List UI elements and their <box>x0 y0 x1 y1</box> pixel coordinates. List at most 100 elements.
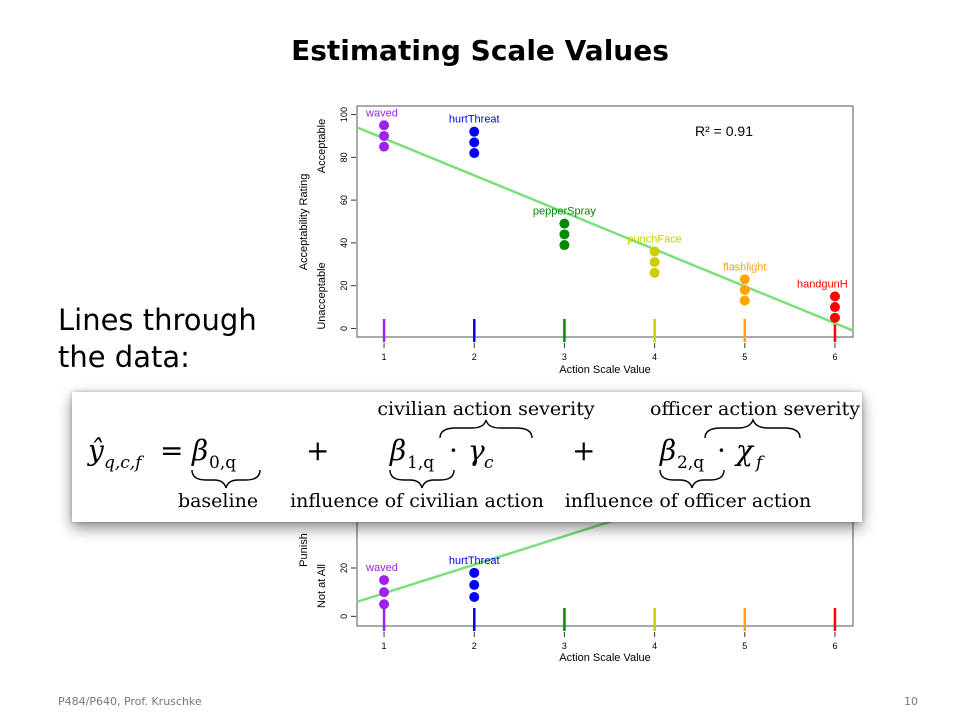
data-point <box>829 312 840 323</box>
x-tick-label: 1 <box>382 352 387 362</box>
dot-2: · <box>717 434 726 467</box>
regression-equation: civilian action severity officer action … <box>86 398 860 512</box>
data-point <box>829 291 840 302</box>
series-label: hurtThreat <box>449 555 500 567</box>
series-label: punchFace <box>627 233 681 245</box>
data-point <box>739 274 750 285</box>
y-tick-label: 20 <box>339 563 349 573</box>
series-label: handgunH <box>797 278 848 290</box>
officer-severity-label: officer action severity <box>650 398 860 420</box>
series-label: flashlight <box>723 261 766 273</box>
data-point <box>559 229 570 240</box>
footer-course: P484/P640, Prof. Kruschke <box>58 695 202 708</box>
data-point <box>469 592 480 602</box>
data-point <box>469 126 480 137</box>
data-point <box>649 257 660 268</box>
data-point <box>379 130 390 141</box>
data-point <box>469 579 480 590</box>
x-tick-label: 3 <box>562 352 567 362</box>
gamma-subscript: c <box>484 453 494 473</box>
punish-chart: 1 2 3 4 5 6 0 20 waved hurtThreat Action Scale V… <box>298 520 854 664</box>
slide-title: Estimating Scale Values <box>291 34 669 67</box>
data-point <box>379 599 390 610</box>
gamma-symbol: γ <box>468 434 485 467</box>
officer-influence-label: influence of officer action <box>565 490 812 512</box>
civilian-influence-underbrace <box>389 469 455 489</box>
officer-influence-underbrace <box>659 469 725 489</box>
data-point <box>469 137 480 148</box>
y-axis-low-label: Unacceptable <box>316 262 328 329</box>
beta0-subscript: 0,q <box>209 453 236 473</box>
baseline-label: baseline <box>178 490 258 512</box>
data-point <box>559 218 570 229</box>
data-point <box>379 587 390 598</box>
chi-symbol: χ <box>734 434 755 467</box>
data-point <box>649 267 660 278</box>
x-tick-label: 4 <box>652 641 657 651</box>
x-axis-label: Action Scale Value <box>559 652 651 664</box>
x-tick-label: 2 <box>472 352 477 362</box>
officer-overbrace <box>704 418 801 439</box>
x-tick-label: 1 <box>382 641 387 651</box>
beta1-symbol: β <box>389 434 406 467</box>
side-caption-line1: Lines through <box>58 303 257 337</box>
y-axis-high-label: Acceptable <box>316 119 328 173</box>
civilian-influence-label: influence of civilian action <box>290 490 544 512</box>
beta0-symbol: β <box>191 434 208 467</box>
data-point <box>379 141 390 152</box>
page-number: 10 <box>904 695 918 708</box>
side-caption-line2: the data: <box>58 340 190 374</box>
data-point <box>559 240 570 251</box>
beta2-subscript: 2,q <box>677 453 704 473</box>
baseline-underbrace <box>191 469 261 489</box>
series-label: pepperSpray <box>533 206 596 218</box>
y-tick-label: 0 <box>339 326 349 331</box>
data-point <box>649 246 660 257</box>
y-tick-label: 0 <box>339 614 349 619</box>
x-tick-label: 2 <box>472 641 477 651</box>
x-tick-label: 4 <box>652 352 657 362</box>
series-label: waved <box>365 562 398 574</box>
x-tick-label: 3 <box>562 641 567 651</box>
fit-line <box>356 520 620 604</box>
data-point <box>829 302 840 313</box>
y-hat-subscript: q,c,f <box>104 453 144 473</box>
beta2-symbol: β <box>659 434 676 467</box>
x-tick-label: 5 <box>742 641 747 651</box>
y-tick-label: 80 <box>339 152 349 162</box>
data-point <box>739 295 750 306</box>
civilian-overbrace <box>439 419 533 439</box>
y-tick-label: 60 <box>339 195 349 205</box>
x-tick-label: 6 <box>832 352 837 362</box>
y-axis-label: Acceptability Rating <box>298 174 310 271</box>
plus-sign-2: + <box>572 434 595 467</box>
series-label: waved <box>365 107 398 119</box>
y-tick-label: 100 <box>339 107 349 122</box>
x-tick-label: 6 <box>832 641 837 651</box>
series-label: hurtThreat <box>449 114 500 126</box>
civilian-severity-label: civilian action severity <box>377 398 594 420</box>
fit-line <box>356 126 854 332</box>
chi-subscript: f <box>754 453 765 473</box>
x-tick-label: 5 <box>742 352 747 362</box>
side-caption: Lines through the data: <box>58 302 257 376</box>
data-point <box>469 148 480 159</box>
x-axis-label: Action Scale Value <box>559 364 651 376</box>
data-point <box>739 284 750 295</box>
r-squared-annotation: R² = 0.91 <box>695 123 753 139</box>
data-point <box>469 567 480 578</box>
dot-1: · <box>449 434 458 467</box>
data-point <box>379 120 390 131</box>
y-tick-label: 40 <box>339 238 349 248</box>
beta1-subscript: 1,q <box>407 453 434 473</box>
y-axis-label: Punish <box>298 533 310 567</box>
plot-frame <box>356 105 854 338</box>
y-tick-label: 20 <box>339 281 349 291</box>
plus-sign-1: + <box>306 434 329 467</box>
equation-box: civilian action severity officer action … <box>72 392 862 522</box>
y-hat-symbol: ŷ <box>86 434 105 467</box>
data-point <box>379 575 390 586</box>
y-axis-low-label: Not at All <box>316 564 328 608</box>
plot-frame <box>356 520 854 627</box>
